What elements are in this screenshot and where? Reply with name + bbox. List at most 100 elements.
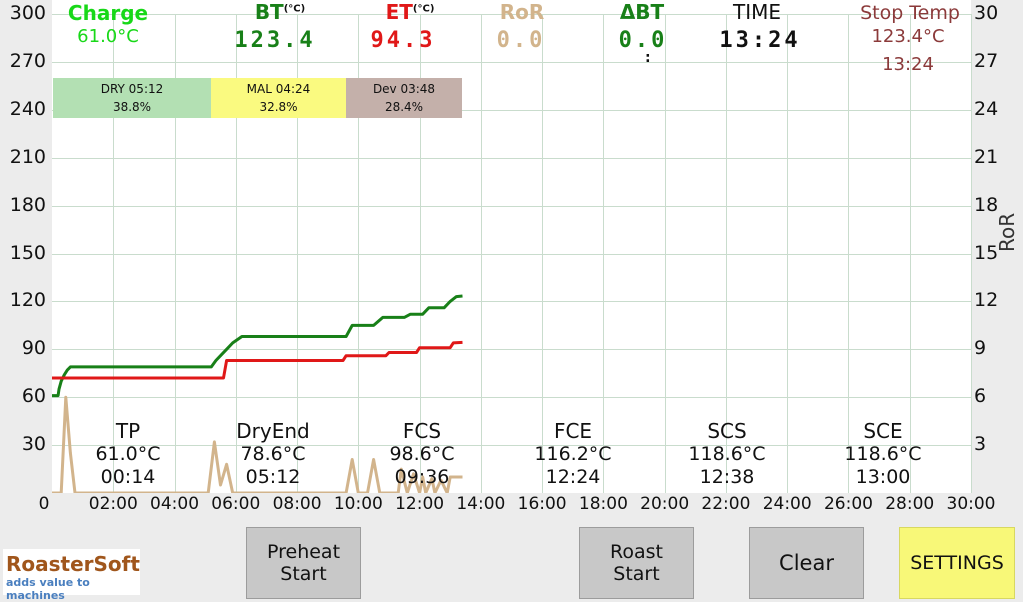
gridline-v [725, 14, 727, 493]
stop-time-value: 13:24 [882, 54, 934, 75]
gridline-h [52, 301, 971, 303]
gridline-h [52, 109, 971, 111]
y-tick-label: 300 [9, 2, 46, 24]
event-name: TP [115, 419, 141, 443]
settings-button[interactable]: SETTINGS [899, 527, 1015, 599]
y2-tick-label: 18 [974, 193, 999, 216]
series-line-bt [52, 294, 463, 398]
event-fcs: FCS 98.6°C 09:36 [367, 419, 477, 489]
y-tick-label: 240 [9, 97, 46, 120]
event-name: FCE [553, 419, 593, 443]
event-sce: SCE 118.6°C 13:00 [828, 419, 938, 489]
ror-label: RoR [499, 0, 545, 24]
phase-maillard: MAL 04:24 32.8% [211, 78, 346, 118]
x-tick-label: 06:00 [211, 494, 261, 514]
gridline-v [174, 14, 176, 493]
roastersoft-logo: RoasterSoft adds value to machines [3, 549, 140, 602]
x-tick-label: 12:00 [395, 494, 445, 514]
y2-tick-label: 24 [974, 97, 999, 120]
gridline-v [787, 14, 789, 493]
y-tick-label: 90 [21, 337, 46, 360]
event-temp: 98.6°C [389, 443, 455, 465]
roast-chart [52, 294, 463, 493]
bt-unit: (°C) [283, 3, 306, 15]
x-tick-label: 22:00 [701, 494, 751, 514]
delta-bt-sub: : [645, 50, 651, 66]
event-temp: 61.0°C [95, 443, 161, 465]
delta-bt-label: ΔBT [619, 0, 665, 24]
gridline-h [52, 157, 971, 159]
y-tick-label: 210 [9, 145, 46, 168]
phase-maillard-label: MAL 04:24 [246, 82, 311, 96]
event-tp: TP 61.0°C 00:14 [73, 419, 183, 489]
event-name: SCS [707, 419, 747, 443]
series-line-et [52, 340, 463, 380]
phase-dry: DRY 05:12 38.8% [53, 78, 211, 118]
phase-development: Dev 03:48 28.4% [346, 78, 462, 118]
x-tick-label: 0 [38, 494, 50, 514]
clear-button[interactable]: Clear [749, 527, 864, 599]
event-dryend: DryEnd 78.6°C 05:12 [218, 419, 328, 489]
phase-development-pct: 28.4% [384, 100, 424, 114]
gridline-v [235, 14, 237, 493]
event-name: SCE [863, 419, 903, 443]
phase-development-label: Dev 03:48 [372, 82, 436, 96]
x-tick-label: 10:00 [333, 494, 383, 514]
gridline-v [542, 14, 544, 493]
time-label: TIME [732, 0, 781, 24]
event-time: 09:36 [394, 466, 450, 488]
gridline-v [419, 14, 421, 493]
x-tick-label: 20:00 [640, 494, 690, 514]
x-tick-label: 28:00 [885, 494, 935, 514]
et-unit: (°C) [412, 3, 435, 15]
ror-value: 0.0 [496, 28, 546, 53]
gridline-h [52, 61, 971, 63]
roast-start-button[interactable]: Roast Start [579, 527, 694, 599]
delta-bt-value: 0.0 [618, 28, 668, 53]
y2-tick-label: 30 [974, 2, 999, 24]
gridline-v [971, 14, 972, 493]
event-temp: 78.6°C [240, 443, 306, 465]
gridline-v [358, 14, 360, 493]
ror-axis-title: RoR [995, 212, 1019, 252]
gridline-h [52, 253, 971, 255]
gridline-v [480, 14, 482, 493]
y2-tick-label: 3 [974, 433, 987, 456]
gridline-h [52, 397, 971, 399]
x-tick-label: 30:00 [946, 494, 996, 514]
x-tick-label: 26:00 [823, 494, 873, 514]
x-tick-label: 02:00 [88, 494, 138, 514]
event-name: DryEnd [236, 419, 310, 443]
stop-temp-label: Stop Temp [860, 2, 960, 24]
x-tick-label: 04:00 [150, 494, 200, 514]
gridline-v [909, 14, 911, 493]
gridline-v [297, 14, 299, 493]
phase-maillard-pct: 32.8% [259, 100, 298, 114]
event-time: 00:14 [100, 466, 156, 488]
charge-label: Charge [67, 1, 149, 25]
y2-tick-label: 15 [974, 241, 999, 264]
et-label-text: ET [385, 0, 413, 24]
x-tick-label: 18:00 [578, 494, 628, 514]
phase-dry-label: DRY 05:12 [100, 82, 164, 96]
gridline-h [52, 445, 971, 447]
et-value: 94.3 [370, 28, 436, 53]
event-time: 12:24 [545, 466, 601, 488]
x-tick-label: 08:00 [272, 494, 322, 514]
event-temp: 116.2°C [534, 443, 612, 465]
gridline-h [52, 14, 971, 15]
stop-temp-value: 123.4°C [871, 26, 945, 47]
event-time: 05:12 [245, 466, 301, 488]
event-temp: 118.6°C [844, 443, 922, 465]
y-tick-label: 270 [9, 49, 46, 72]
gridline-h [52, 205, 971, 207]
time-value: 13:24 [719, 28, 801, 53]
y2-tick-label: 6 [974, 385, 987, 408]
et-label: ET(°C) [360, 0, 460, 24]
series-line-ror [52, 395, 463, 493]
preheat-start-button[interactable]: Preheat Start [246, 527, 361, 599]
logo-name: RoasterSoft [6, 552, 140, 576]
charge-value: 61.0°C [77, 26, 139, 47]
y-tick-label: 180 [9, 193, 46, 216]
x-tick-label: 16:00 [517, 494, 567, 514]
